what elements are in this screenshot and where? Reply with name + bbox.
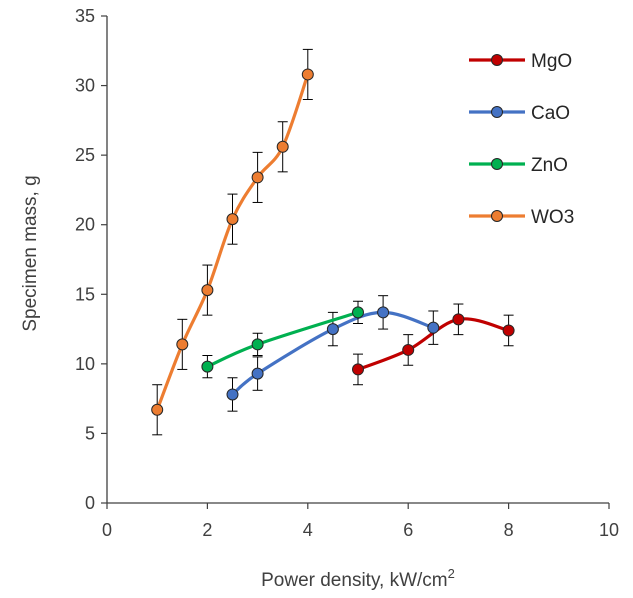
data-point-mgo [452,313,465,326]
legend-item-cao: CaO [469,103,570,124]
data-point-cao [427,321,440,334]
x-tick-label: 8 [504,520,514,540]
legend-item-mgo: MgO [469,51,572,72]
y-axis-title: Specimen mass, g [20,175,41,331]
legend-swatch-marker [491,210,503,222]
x-axis-title-text: Power density, kW/cm [261,570,448,591]
data-point-zno [352,306,364,319]
series-zno [201,300,364,379]
legend-swatch-marker [491,106,503,118]
y-tick-label: 10 [75,354,95,374]
data-point-wo3 [201,284,214,297]
data-point-cao [326,323,339,336]
series-cao [226,295,440,412]
data-point-wo3 [151,403,164,416]
data-point-mgo [352,363,364,376]
legend-item-wo3: WO3 [469,207,574,228]
x-tick-label: 4 [303,520,313,540]
x-tick-label: 2 [202,520,212,540]
data-point-cao [377,306,390,319]
series-layer [151,48,515,436]
x-tick-label: 6 [403,520,413,540]
x-axis-title: Power density, kW/cm2 [261,566,455,591]
data-point-mgo [502,324,515,337]
y-tick-label: 15 [75,284,95,304]
legend-label-zno: ZnO [531,155,568,176]
axes [106,16,609,504]
data-point-cao [251,367,264,380]
data-point-wo3 [226,213,239,226]
data-point-wo3 [301,68,314,81]
legend-label-cao: CaO [531,103,570,124]
y-tick-label: 35 [75,6,95,26]
x-tick-label: 0 [102,520,112,540]
y-tick-label: 5 [85,423,95,443]
y-tick-label: 20 [75,215,95,235]
x-tick-label: 10 [599,520,619,540]
data-point-cao [226,388,239,401]
ticks: 0 5 10 15 20 25 30 35 0 2 4 6 8 10 [75,6,619,540]
data-point-wo3 [276,140,289,153]
series-wo3 [151,48,314,436]
y-tick-label: 30 [75,76,95,96]
legend-swatch-marker [491,158,503,170]
legend: MgO CaO ZnO WO3 [469,51,574,228]
y-tick-label: 25 [75,145,95,165]
data-point-zno [251,338,264,351]
legend-swatch-marker [491,54,503,66]
data-point-wo3 [176,338,189,351]
legend-item-zno: ZnO [469,155,568,176]
data-point-zno [201,360,214,373]
legend-label-wo3: WO3 [531,207,574,228]
y-tick-label: 0 [85,493,95,513]
data-point-mgo [402,343,415,356]
x-axis-title-superscript: 2 [448,566,455,581]
data-point-wo3 [251,171,264,184]
legend-label-mgo: MgO [531,51,572,72]
